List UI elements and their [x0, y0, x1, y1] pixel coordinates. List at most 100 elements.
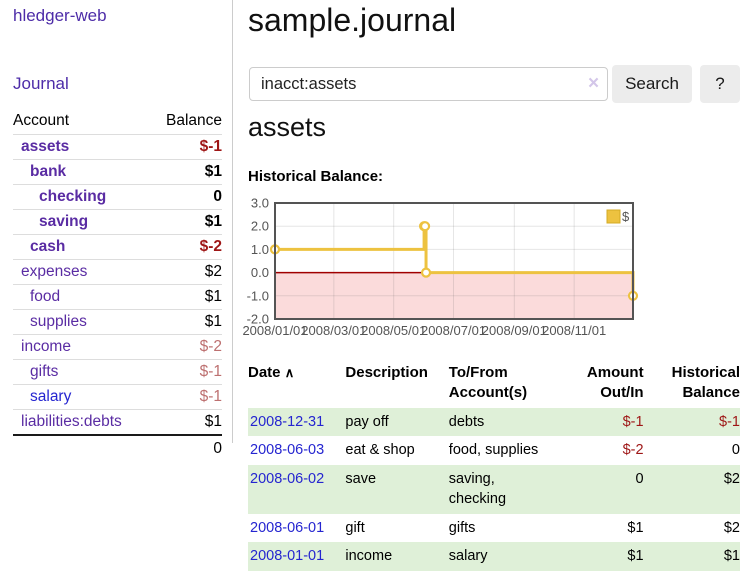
register-table-body: 2008-12-31 pay off debts $-1 $-1 2008-06-03 ea…	[248, 407, 740, 572]
transaction-amount: $-2	[622, 442, 644, 459]
transaction-description: save	[345, 470, 377, 487]
transaction-date-link[interactable]: 2008-06-01	[250, 519, 325, 536]
sidebar-account-gifts[interactable]: gifts	[30, 363, 59, 380]
account-tree-table: Account Balance assets $-1 bank $1 checking 0…	[13, 108, 222, 462]
sidebar-account-expenses[interactable]: expenses	[21, 263, 88, 280]
account-balance: $-1	[150, 384, 222, 410]
accounts-column-header: To/From Account(s)	[448, 364, 528, 401]
transaction-balance: $-1	[719, 413, 740, 430]
app-brand-link[interactable]: hledger-web	[13, 6, 107, 25]
transaction-accounts: saving, checking	[448, 470, 507, 508]
transaction-balance: 0	[731, 442, 740, 459]
x-tick-label: 2008/11/01	[542, 323, 606, 338]
account-row: gifts $-1	[13, 359, 222, 385]
description-column-header: Description	[345, 364, 428, 381]
transaction-date-cell: 2008-06-02	[248, 465, 345, 514]
register-row: 2008-06-03 eat & shop food, supplies $-2 0	[248, 436, 740, 465]
account-row: salary $-1	[13, 384, 222, 410]
y-tick-label: -2.0	[247, 312, 269, 327]
search-input[interactable]	[249, 67, 608, 101]
sidebar-item-journal[interactable]: Journal	[13, 74, 69, 93]
account-row: cash $-2	[13, 234, 222, 260]
transaction-balance: $1	[723, 548, 740, 565]
transaction-date-link[interactable]: 2008-06-02	[250, 470, 325, 487]
account-row: food $1	[13, 284, 222, 310]
register-table: Date ∧ Description To/From Account(s) Am…	[248, 360, 740, 572]
plot-border	[274, 202, 634, 320]
sidebar-account-bank[interactable]: bank	[30, 163, 67, 180]
account-balance: 0	[150, 184, 222, 210]
y-tick-label: 3.0	[251, 198, 269, 211]
register-row: 2008-01-01 income salary $1 $1	[248, 542, 740, 572]
register-row: 2008-06-01 gift gifts $1 $2	[248, 514, 740, 543]
main-content: sample.journal × Search ? assets Histori…	[242, 0, 742, 582]
transaction-accounts: gifts	[448, 519, 476, 536]
y-tick-label: 1.0	[251, 242, 269, 257]
account-balance: $1	[150, 409, 222, 436]
search-help-button[interactable]: ?	[700, 65, 740, 103]
account-balance: $-1	[150, 134, 222, 160]
transaction-accounts: food, supplies	[448, 442, 539, 459]
sidebar: hledger-web Journal Account Balance asse…	[0, 0, 233, 462]
sort-ascending-icon: ∧	[284, 365, 295, 380]
negative-region	[276, 272, 632, 318]
transaction-amount: 0	[635, 470, 644, 487]
sidebar-account-cash[interactable]: cash	[30, 238, 66, 255]
account-row: liabilities:debts $1	[13, 409, 222, 436]
x-tick-label: 2008/09/01	[482, 323, 547, 338]
sidebar-account-liabilities-debts[interactable]: liabilities:debts	[21, 413, 122, 430]
balance-column-header-main: Historical Balance	[671, 364, 740, 401]
sidebar-account-saving[interactable]: saving	[39, 213, 89, 230]
account-tree-header-row: Account Balance	[13, 108, 222, 135]
data-point	[420, 267, 432, 278]
transaction-amount: $1	[627, 548, 644, 565]
transaction-date-link[interactable]: 2008-12-31	[250, 413, 325, 430]
sidebar-account-food[interactable]: food	[30, 288, 61, 305]
clear-search-icon[interactable]: ×	[588, 73, 600, 94]
sidebar-account-salary[interactable]: salary	[30, 388, 72, 405]
y-tick-label: 0.0	[251, 265, 269, 280]
sidebar-account-checking[interactable]: checking	[39, 188, 107, 205]
transaction-date-cell: 2008-01-01	[248, 542, 345, 571]
account-column-header: Account	[13, 108, 151, 135]
date-column-header[interactable]: Date ∧	[248, 364, 295, 381]
register-header-row: Date ∧ Description To/From Account(s) Am…	[248, 360, 740, 408]
sidebar-account-supplies[interactable]: supplies	[30, 313, 87, 330]
account-row: saving $1	[13, 209, 222, 235]
sidebar-account-income[interactable]: income	[21, 338, 71, 355]
transaction-amount: $1	[627, 519, 644, 536]
balance-column-header: Balance	[150, 108, 222, 135]
transaction-date-link[interactable]: 2008-01-01	[250, 548, 325, 565]
account-balance: $1	[150, 209, 222, 235]
account-balance: $1	[150, 159, 222, 185]
transaction-date-cell: 2008-06-01	[248, 514, 345, 543]
transaction-description: eat & shop	[345, 442, 415, 459]
x-tick-label: 2008/05/01	[361, 323, 426, 338]
transaction-accounts: debts	[448, 413, 485, 430]
account-row: supplies $1	[13, 309, 222, 335]
sidebar-account-assets[interactable]: assets	[21, 138, 70, 155]
account-row: bank $1	[13, 159, 222, 185]
account-balance: $-2	[150, 234, 222, 260]
x-tick-label: 2008/01/01	[242, 323, 307, 338]
account-total-value: 0	[150, 434, 222, 462]
transaction-description: pay off	[345, 413, 389, 430]
account-row: checking 0	[13, 184, 222, 210]
account-balance: $-2	[150, 334, 222, 360]
register-row: 2008-06-02 save saving, checking 0 $2	[248, 464, 740, 514]
data-point	[419, 221, 431, 232]
x-tick-label: 2008/03/01	[301, 323, 366, 338]
account-heading: assets	[248, 112, 327, 142]
transaction-date-cell: 2008-06-03	[248, 436, 345, 465]
chart-title: Historical Balance:	[248, 168, 384, 185]
account-table-body: assets $-1 bank $1 checking 0 saving $1 cash $-2 e…	[13, 134, 222, 436]
account-row: assets $-1	[13, 134, 222, 160]
transaction-balance: $2	[723, 519, 740, 536]
x-tick-label: 2008/07/01	[421, 323, 486, 338]
transaction-date-link[interactable]: 2008-06-03	[250, 442, 325, 459]
y-tick-label: 2.0	[251, 219, 269, 234]
transaction-description: gift	[345, 519, 365, 536]
transaction-accounts: salary	[448, 548, 488, 565]
account-total-row: 0	[13, 434, 222, 462]
search-button[interactable]: Search	[612, 65, 692, 103]
